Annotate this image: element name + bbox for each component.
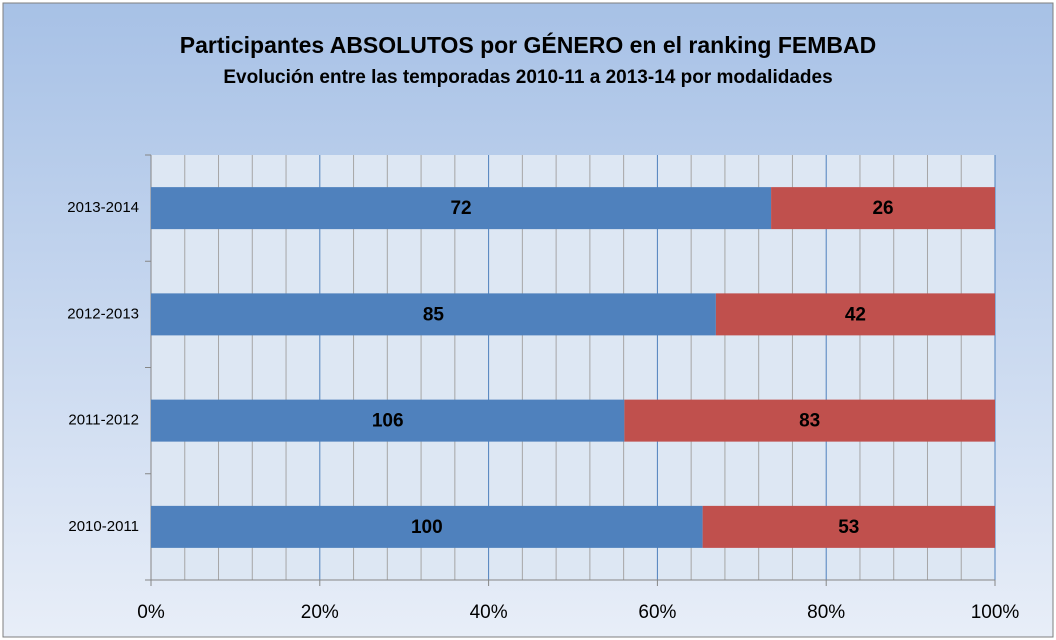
bar-segment [702, 505, 995, 548]
bar-segment [151, 187, 772, 230]
x-tick-label: 0% [137, 602, 165, 623]
x-tick-label: 100% [971, 602, 1020, 623]
data-label: 42 [845, 304, 866, 325]
data-label: 83 [799, 411, 820, 432]
chart-subtitle: Evolución entre las temporadas 2010-11 a… [223, 67, 832, 88]
x-tick-label: 60% [638, 602, 676, 623]
bar-segment [771, 187, 995, 230]
y-tick-label: 2012-2013 [67, 305, 139, 322]
bar-segment [151, 505, 703, 548]
bar-segment [151, 399, 625, 442]
data-label: 85 [423, 304, 445, 325]
bar-segment [151, 293, 716, 336]
chart-title: Participantes ABSOLUTOS por GÉNERO en el… [180, 31, 877, 58]
y-tick-label: 2013-2014 [67, 199, 139, 216]
y-tick-label: 2010-2011 [68, 518, 139, 535]
data-label: 100 [411, 517, 443, 538]
x-tick-label: 20% [301, 602, 339, 623]
bar-segment [624, 399, 995, 442]
data-label: 72 [450, 198, 471, 219]
data-label: 26 [872, 198, 893, 219]
x-tick-label: 80% [807, 602, 845, 623]
bar-segment [715, 293, 995, 336]
data-label: 106 [372, 411, 404, 432]
data-label: 53 [838, 517, 859, 538]
x-tick-label: 40% [470, 602, 508, 623]
y-tick-label: 2011-2012 [68, 412, 139, 429]
